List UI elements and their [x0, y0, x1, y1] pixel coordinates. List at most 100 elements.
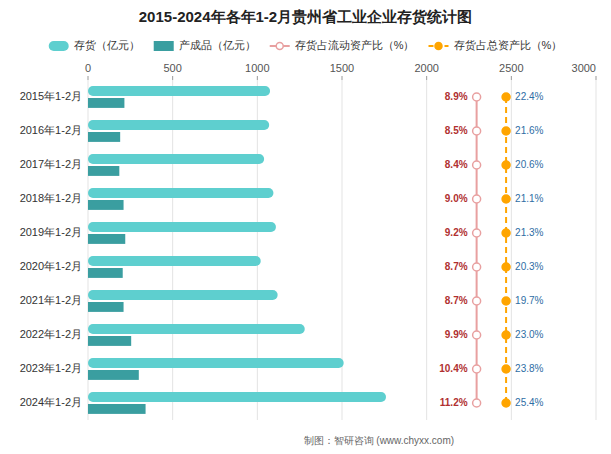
bar [88, 132, 120, 142]
data-label: 10.4% [439, 363, 467, 374]
data-label: 9.2% [445, 227, 468, 238]
legend-swatch [435, 43, 442, 50]
bar [88, 392, 386, 402]
tick-mark [596, 76, 597, 80]
tick-label: 500 [163, 62, 181, 74]
legend-swatch [154, 41, 174, 51]
point [502, 399, 510, 407]
line [505, 97, 507, 403]
legend-item: 存货占流动资产比（%） [270, 39, 415, 51]
bar [88, 290, 278, 300]
legend-label: 存货占总资产比（%） [454, 39, 563, 51]
legend-item: 存货（亿元） [49, 39, 140, 51]
category-label: 2016年1-2月 [20, 124, 82, 136]
data-labels: 8.9%8.5%8.4%9.0%9.2%8.7%8.7%9.9%10.4%11.… [439, 91, 543, 408]
data-label: 8.7% [445, 295, 468, 306]
bar [88, 358, 344, 368]
data-label: 9.9% [445, 329, 468, 340]
grid-line [426, 80, 427, 420]
data-label: 8.7% [445, 261, 468, 272]
tick-mark [511, 76, 512, 80]
grid-line [596, 80, 597, 420]
bar [88, 256, 261, 266]
point [502, 297, 510, 305]
point [502, 127, 510, 135]
tick-label: 2500 [499, 62, 523, 74]
tick-mark [342, 76, 343, 80]
legend-label: 存货占流动资产比（%） [295, 39, 415, 51]
category-label: 2022年1-2月 [20, 328, 82, 340]
point [473, 365, 481, 373]
data-label: 21.6% [515, 125, 543, 136]
category-label: 2023年1-2月 [20, 362, 82, 374]
bar [88, 268, 123, 278]
point [502, 161, 510, 169]
grid-line [172, 80, 173, 420]
bar [88, 302, 124, 312]
grid-line [88, 80, 89, 420]
grid-line [511, 80, 512, 420]
tick-mark [257, 76, 258, 80]
background [0, 0, 611, 454]
data-label: 22.4% [515, 91, 543, 102]
point [473, 195, 481, 203]
data-label: 23.0% [515, 329, 543, 340]
bar [88, 166, 119, 176]
bar [88, 222, 276, 232]
tick-label: 1500 [330, 62, 354, 74]
tick-label: 1000 [245, 62, 269, 74]
line [476, 97, 478, 403]
data-label: 21.1% [515, 193, 543, 204]
legend: 存货（亿元） 产成品（亿元） 存货占流动资产比（%） 存货占总资产比（%） [49, 39, 563, 51]
tick-mark [172, 76, 173, 80]
category-label: 2024年1-2月 [20, 396, 82, 408]
point [473, 127, 481, 135]
category-label: 2021年1-2月 [20, 294, 82, 306]
data-label: 9.0% [445, 193, 468, 204]
category-label: 2018年1-2月 [20, 192, 82, 204]
bar [88, 336, 131, 346]
category-label: 2019年1-2月 [20, 226, 82, 238]
bar [88, 200, 124, 210]
category-label: 2017年1-2月 [20, 158, 82, 170]
point [502, 331, 510, 339]
tick-mark [88, 76, 89, 80]
grid-line [257, 80, 258, 420]
point [473, 399, 481, 407]
bar [88, 188, 273, 198]
bar [88, 154, 264, 164]
legend-label: 存货（亿元） [74, 39, 140, 51]
legend-swatch [49, 41, 69, 51]
data-label: 8.9% [445, 91, 468, 102]
bar [88, 234, 125, 244]
bar [88, 86, 270, 96]
tick-label: 2000 [414, 62, 438, 74]
point [473, 297, 481, 305]
legend-item: 存货占总资产比（%） [429, 39, 563, 51]
data-label: 19.7% [515, 295, 543, 306]
bar [88, 98, 124, 108]
plot-area [88, 86, 510, 414]
annotation: 制图：智研咨询 (www.chyxx.com) [304, 435, 455, 446]
data-label: 20.6% [515, 159, 543, 170]
data-label: 20.3% [515, 261, 543, 272]
title: 2015-2024年各年1-2月贵州省工业企业存货统计图 [139, 8, 472, 25]
point [502, 195, 510, 203]
data-label: 8.5% [445, 125, 468, 136]
tick-label: 0 [85, 62, 91, 74]
bar [88, 324, 305, 334]
bar [88, 370, 139, 380]
bar [88, 404, 146, 414]
tick-label: 3000 [572, 62, 596, 74]
grid-line [342, 80, 343, 420]
legend-item: 产成品（亿元） [154, 39, 256, 51]
data-label: 11.2% [440, 397, 468, 408]
legend-swatch [276, 43, 283, 50]
data-label: 25.4% [515, 397, 543, 408]
data-label: 23.8% [515, 363, 543, 374]
chart: 2015-2024年各年1-2月贵州省工业企业存货统计图 0 500 1000 1500… [0, 0, 611, 454]
point [473, 263, 481, 271]
category-label: 2015年1-2月 [20, 90, 82, 102]
tick-mark [426, 76, 427, 80]
point [502, 93, 510, 101]
